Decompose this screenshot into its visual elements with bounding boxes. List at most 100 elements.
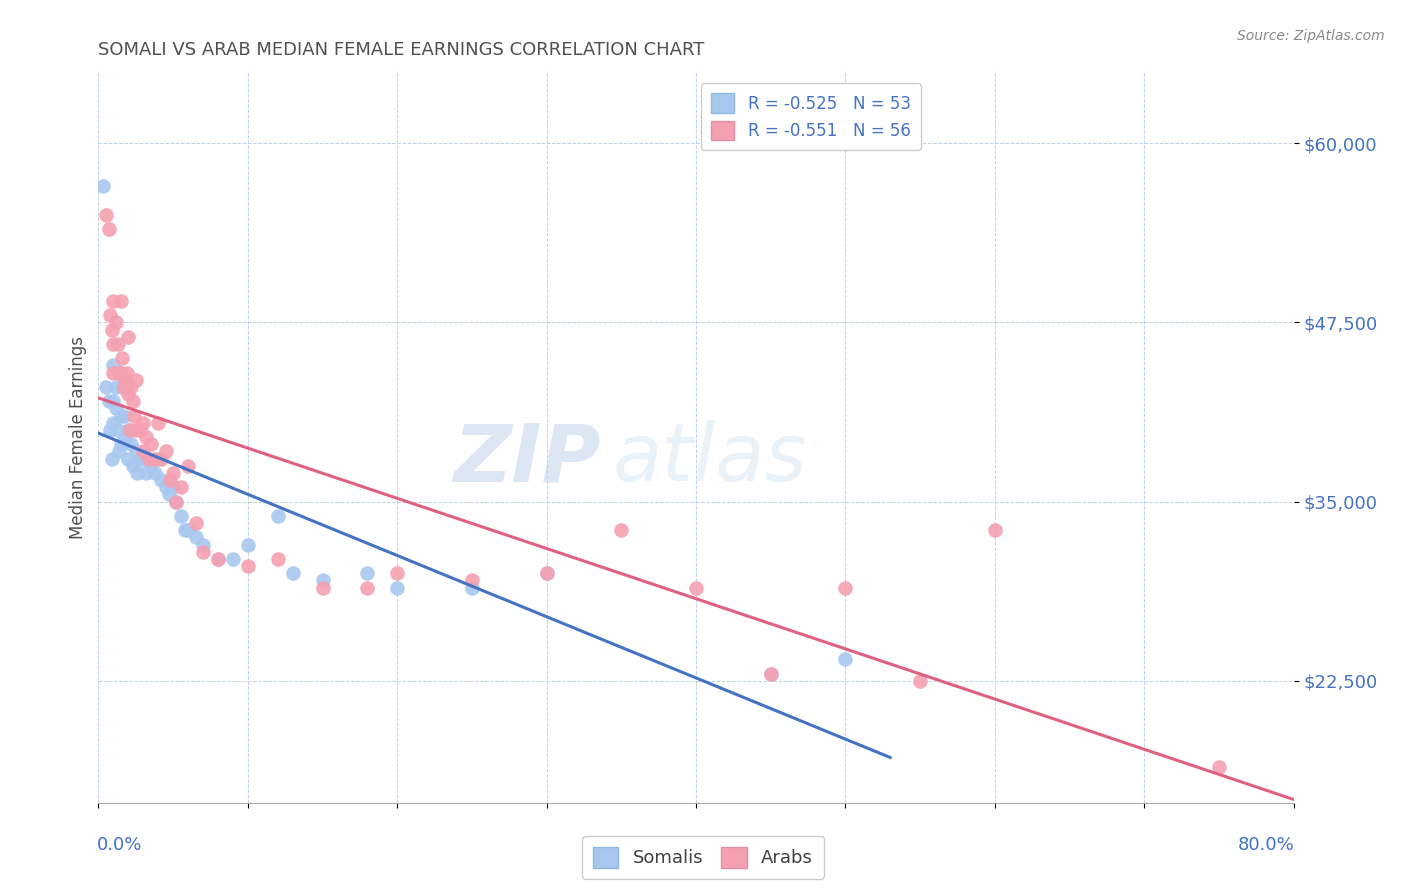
Point bbox=[132, 451, 155, 466]
Point bbox=[148, 416, 170, 430]
Point bbox=[112, 409, 135, 423]
Point bbox=[169, 480, 191, 494]
Point bbox=[162, 480, 184, 494]
Point bbox=[110, 293, 132, 308]
Point bbox=[461, 574, 484, 588]
Text: atlas: atlas bbox=[613, 420, 807, 498]
Point bbox=[207, 552, 229, 566]
Point bbox=[110, 409, 132, 423]
Legend: R = -0.525   N = 53, R = -0.551   N = 56: R = -0.525 N = 53, R = -0.551 N = 56 bbox=[702, 83, 921, 150]
Text: 0.0%: 0.0% bbox=[97, 836, 142, 854]
Point bbox=[103, 336, 125, 351]
Point bbox=[103, 293, 125, 308]
Point bbox=[685, 581, 707, 595]
Point bbox=[135, 466, 157, 480]
Point bbox=[159, 473, 181, 487]
Point bbox=[103, 416, 125, 430]
Point bbox=[94, 380, 117, 394]
Point bbox=[124, 409, 146, 423]
Point bbox=[121, 394, 143, 409]
Point bbox=[139, 458, 162, 473]
Point bbox=[107, 423, 129, 437]
Point bbox=[150, 451, 173, 466]
Text: Source: ZipAtlas.com: Source: ZipAtlas.com bbox=[1237, 29, 1385, 43]
Point bbox=[143, 466, 166, 480]
Point bbox=[97, 394, 120, 409]
Point bbox=[121, 458, 143, 473]
Point bbox=[117, 329, 139, 343]
Point bbox=[138, 451, 160, 466]
Point bbox=[536, 566, 558, 581]
Point bbox=[759, 666, 782, 681]
Point bbox=[461, 581, 484, 595]
Point bbox=[110, 366, 132, 380]
Point bbox=[169, 508, 191, 523]
Point bbox=[908, 673, 931, 688]
Text: 80.0%: 80.0% bbox=[1237, 836, 1295, 854]
Point bbox=[207, 552, 229, 566]
Point bbox=[610, 524, 633, 538]
Point bbox=[112, 380, 135, 394]
Y-axis label: Median Female Earnings: Median Female Earnings bbox=[69, 335, 87, 539]
Point bbox=[115, 380, 138, 394]
Point bbox=[165, 494, 187, 508]
Point bbox=[222, 552, 245, 566]
Point bbox=[311, 581, 333, 595]
Point bbox=[129, 423, 152, 437]
Point bbox=[191, 545, 214, 559]
Point bbox=[162, 466, 184, 480]
Point bbox=[184, 516, 207, 530]
Point bbox=[132, 444, 155, 458]
Point bbox=[91, 179, 114, 194]
Point bbox=[117, 451, 139, 466]
Point bbox=[191, 538, 214, 552]
Point bbox=[103, 359, 125, 373]
Point bbox=[103, 366, 125, 380]
Text: SOMALI VS ARAB MEDIAN FEMALE EARNINGS CORRELATION CHART: SOMALI VS ARAB MEDIAN FEMALE EARNINGS CO… bbox=[98, 41, 704, 59]
Point bbox=[110, 437, 132, 451]
Point bbox=[125, 373, 148, 387]
Point bbox=[143, 451, 166, 466]
Point bbox=[103, 394, 125, 409]
Point bbox=[107, 336, 129, 351]
Point bbox=[114, 430, 136, 444]
Point bbox=[150, 473, 173, 487]
Point bbox=[834, 652, 856, 666]
Point bbox=[236, 559, 259, 574]
Point bbox=[132, 416, 155, 430]
Point bbox=[120, 437, 142, 451]
Point bbox=[105, 315, 128, 329]
Text: ZIP: ZIP bbox=[453, 420, 600, 498]
Point bbox=[117, 387, 139, 401]
Point bbox=[236, 538, 259, 552]
Point bbox=[129, 451, 152, 466]
Point bbox=[135, 430, 157, 444]
Point bbox=[267, 508, 290, 523]
Point bbox=[114, 373, 136, 387]
Point bbox=[177, 458, 200, 473]
Point bbox=[110, 366, 132, 380]
Point bbox=[111, 380, 134, 394]
Point bbox=[120, 380, 142, 394]
Point bbox=[281, 566, 304, 581]
Point bbox=[108, 366, 131, 380]
Point bbox=[94, 208, 117, 222]
Point bbox=[105, 380, 128, 394]
Point bbox=[155, 444, 177, 458]
Point bbox=[108, 444, 131, 458]
Point bbox=[536, 566, 558, 581]
Point bbox=[311, 574, 333, 588]
Point bbox=[834, 581, 856, 595]
Point bbox=[155, 480, 177, 494]
Point bbox=[125, 423, 148, 437]
Point bbox=[117, 423, 139, 437]
Point bbox=[385, 581, 409, 595]
Point bbox=[184, 531, 207, 545]
Point bbox=[385, 566, 409, 581]
Point bbox=[1208, 760, 1230, 774]
Point bbox=[174, 524, 197, 538]
Point bbox=[115, 366, 138, 380]
Point bbox=[111, 351, 134, 366]
Point bbox=[157, 487, 180, 501]
Point bbox=[105, 401, 128, 416]
